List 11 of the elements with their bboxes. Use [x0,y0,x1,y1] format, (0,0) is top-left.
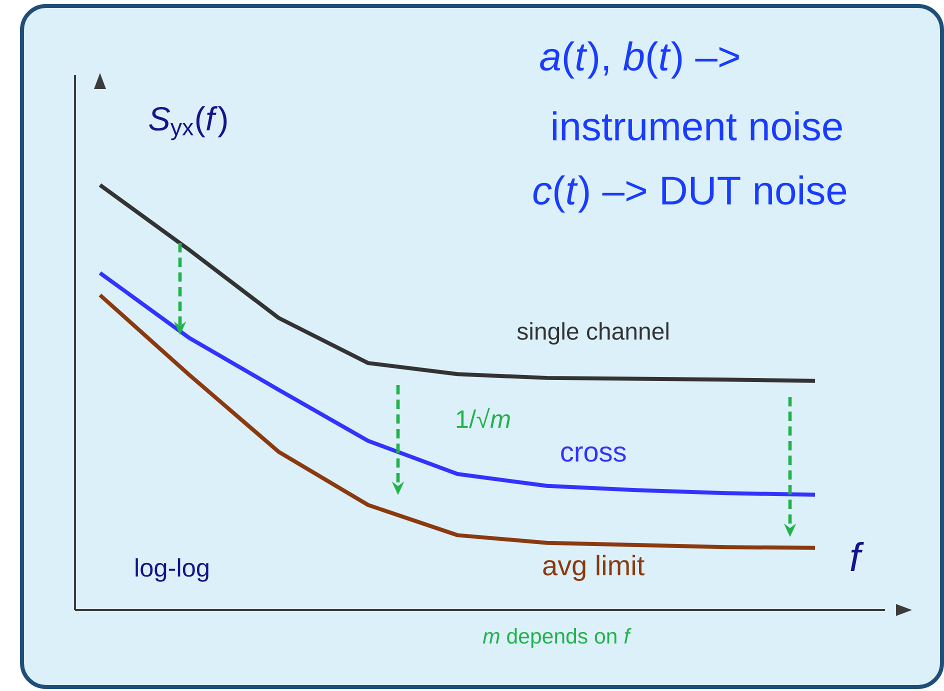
series-label: cross [561,446,626,462]
y-axis-title: S$_{yx}$(f) [149,106,227,140]
text: a(t), b(t) –> [540,41,739,79]
x-axis-title: f [850,542,864,571]
annotation: log-log [136,558,208,582]
text: instrument noise [552,111,842,141]
series-label: single channel [517,322,668,345]
text: m depends on f [482,628,632,648]
annotation: 1/√m [456,408,510,428]
annotation: c(t) –> DUT noise [533,175,846,213]
series-label: avg limit [543,554,644,581]
